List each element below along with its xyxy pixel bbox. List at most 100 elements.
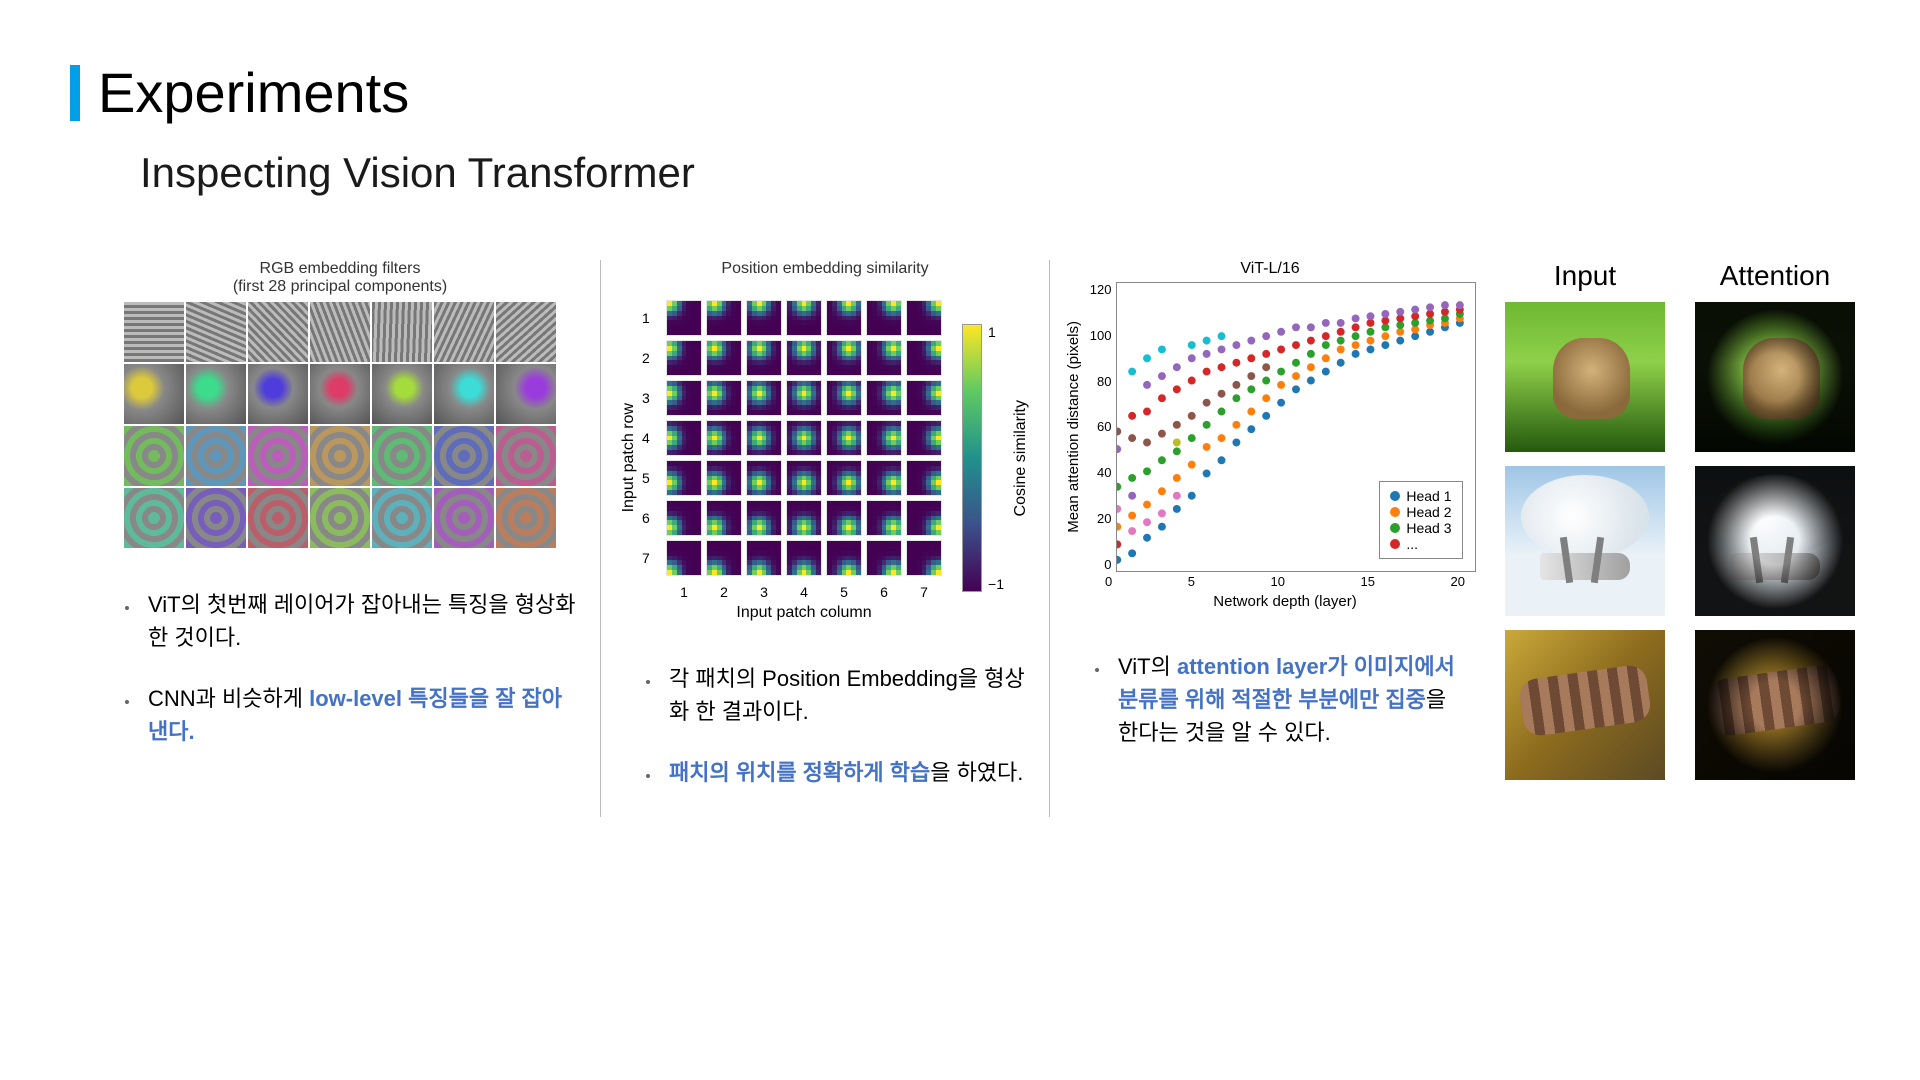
attention-image-dog — [1695, 302, 1855, 452]
position-cell — [866, 380, 902, 416]
position-cell — [786, 540, 822, 576]
position-cell — [786, 340, 822, 376]
bullet-item: ViT의 첫번째 레이어가 잡아내는 특징을 형상화 한 것이다. — [140, 588, 580, 654]
x-ticks: 1234567 — [660, 582, 948, 600]
filter-cell — [186, 426, 246, 486]
position-cell — [706, 420, 742, 456]
figure-title: RGB embedding filters (first 28 principa… — [233, 260, 447, 296]
x-axis-label: Input patch column — [660, 604, 948, 622]
x-ticks: 05101520 — [1105, 574, 1465, 589]
filter-cell — [186, 364, 246, 424]
position-cell — [666, 420, 702, 456]
position-cell — [746, 340, 782, 376]
filter-cell — [496, 488, 556, 548]
position-cell — [746, 460, 782, 496]
y-ticks: 120100806040200 — [1086, 282, 1112, 572]
filter-cell — [248, 364, 308, 424]
position-cell — [826, 500, 862, 536]
y-ticks: 1234567 — [642, 300, 650, 576]
position-cell — [826, 460, 862, 496]
position-cell — [746, 300, 782, 336]
position-cell — [786, 300, 822, 336]
filter-cell — [372, 364, 432, 424]
legend: Head 1Head 2Head 3... — [1379, 481, 1462, 559]
filter-cell — [372, 302, 432, 362]
filter-cell — [124, 364, 184, 424]
position-cell — [826, 300, 862, 336]
position-cell — [786, 460, 822, 496]
filter-cell — [496, 426, 556, 486]
bullet-list: ViT의 첫번째 레이어가 잡아내는 특징을 형상화 한 것이다. CNN과 비… — [100, 588, 580, 776]
bullet-item: CNN과 비슷하게 low-level 특징들을 잘 잡아낸다. — [140, 682, 580, 748]
bullet-list: ViT의 attention layer가 이미지에서 분류를 위해 적절한 부… — [1070, 650, 1470, 777]
input-image-snake — [1505, 630, 1665, 780]
position-cell — [786, 420, 822, 456]
position-cell — [666, 300, 702, 336]
filter-cell — [248, 426, 308, 486]
content-row: RGB embedding filters (first 28 principa… — [80, 260, 1900, 817]
position-cell — [906, 340, 942, 376]
position-cell — [786, 380, 822, 416]
header-attention: Attention — [1695, 260, 1855, 292]
position-cell — [666, 460, 702, 496]
position-cell — [866, 500, 902, 536]
header-input: Input — [1505, 260, 1665, 292]
page-title: Experiments — [98, 60, 409, 125]
filter-cell — [310, 364, 370, 424]
position-cell — [666, 340, 702, 376]
position-cell — [666, 500, 702, 536]
position-cell — [786, 500, 822, 536]
page-subtitle: Inspecting Vision Transformer — [0, 125, 1920, 197]
position-embedding-figure: Position embedding similarity Input patc… — [621, 260, 1029, 622]
filter-cell — [310, 302, 370, 362]
rgb-filter-figure: RGB embedding filters (first 28 principa… — [100, 260, 580, 548]
filter-cell — [310, 426, 370, 486]
filter-cell — [248, 488, 308, 548]
position-cell — [826, 540, 862, 576]
filter-cell — [496, 302, 556, 362]
position-cell — [746, 500, 782, 536]
position-cell — [906, 420, 942, 456]
title-row: Experiments — [0, 0, 1920, 125]
attention-distance-figure: ViT-L/16 Mean attention distance (pixels… — [1070, 260, 1470, 610]
position-cell — [706, 540, 742, 576]
attention-image-plane — [1695, 466, 1855, 616]
example-row — [1500, 302, 1860, 452]
position-cell — [746, 540, 782, 576]
column-position: Position embedding similarity Input patc… — [600, 260, 1050, 817]
filter-cell — [372, 488, 432, 548]
position-cell — [706, 300, 742, 336]
input-attention-header: Input Attention — [1500, 260, 1860, 292]
position-cell — [866, 340, 902, 376]
position-cell — [906, 460, 942, 496]
title-accent-bar — [70, 65, 80, 121]
position-cell — [706, 500, 742, 536]
y-axis-label: Input patch row — [620, 403, 638, 512]
position-cell — [666, 540, 702, 576]
bullet-list: 각 패치의 Position Embedding을 형상화 한 결과이다. 패치… — [621, 662, 1029, 817]
position-cell — [746, 420, 782, 456]
y-axis-label: Mean attention distance (pixels) — [1065, 321, 1082, 533]
bullet-item: 패치의 위치를 정확하게 학습을 하였다. — [661, 756, 1029, 789]
filter-cell — [186, 302, 246, 362]
column-input-attention: Input Attention — [1490, 260, 1880, 817]
filter-grid — [124, 302, 556, 548]
filter-cell — [310, 488, 370, 548]
position-grid — [660, 294, 948, 582]
filter-cell — [372, 426, 432, 486]
attention-image-snake — [1695, 630, 1855, 780]
filter-cell — [124, 488, 184, 548]
position-cell — [866, 460, 902, 496]
bullet-item: 각 패치의 Position Embedding을 형상화 한 결과이다. — [661, 662, 1029, 728]
position-cell — [826, 340, 862, 376]
example-row — [1500, 466, 1860, 616]
position-cell — [666, 380, 702, 416]
column-filters: RGB embedding filters (first 28 principa… — [80, 260, 600, 817]
position-cell — [746, 380, 782, 416]
position-cell — [826, 380, 862, 416]
position-cell — [906, 540, 942, 576]
filter-cell — [124, 426, 184, 486]
filter-cell — [434, 364, 494, 424]
position-cell — [706, 460, 742, 496]
position-cell — [906, 300, 942, 336]
